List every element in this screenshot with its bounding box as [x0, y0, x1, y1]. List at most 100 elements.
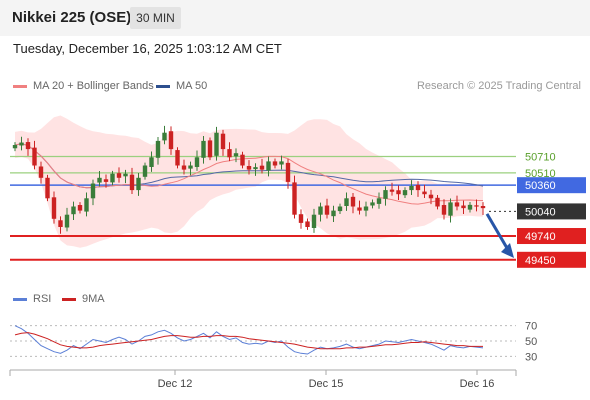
- pivot-tag: [517, 177, 586, 194]
- forecast-arrow: [485, 213, 509, 249]
- candles: [12, 125, 486, 234]
- candle-body: [84, 198, 89, 212]
- candle-body: [19, 142, 24, 146]
- candle-body: [350, 196, 356, 207]
- candle-body: [441, 205, 447, 215]
- candle-body: [227, 149, 232, 158]
- candle-body: [253, 167, 258, 170]
- candle-body: [337, 206, 343, 212]
- instrument-title: Nikkei 225 (OSE): [12, 9, 132, 26]
- candle-body: [25, 142, 31, 150]
- x-tick-label: Dec 15: [309, 378, 344, 390]
- candle-body: [383, 190, 388, 199]
- candle-body: [259, 165, 265, 170]
- candle-body: [155, 140, 161, 158]
- rsi-ma9-line: [14, 332, 483, 350]
- candle-body: [51, 197, 57, 219]
- candle-body: [389, 189, 395, 192]
- candle-body: [396, 190, 401, 195]
- candle-body: [214, 132, 219, 156]
- candle-body: [376, 198, 382, 204]
- support-tag: [517, 251, 586, 268]
- candle-body: [194, 157, 200, 167]
- candle-body: [64, 214, 70, 228]
- candle-body: [324, 205, 330, 215]
- candle-body: [363, 206, 369, 211]
- candle-body: [175, 150, 180, 166]
- rsi-tick-label: 70: [525, 321, 537, 333]
- candle-body: [103, 179, 109, 182]
- candle-body: [292, 182, 297, 215]
- candle-body: [474, 205, 479, 207]
- support-tag: [517, 228, 586, 245]
- candle-body: [331, 210, 336, 217]
- candle-body: [266, 161, 271, 171]
- candle-body: [97, 177, 102, 183]
- resistance-label: 50510: [525, 168, 556, 180]
- legend-ma50: MA 50: [156, 80, 207, 92]
- timeframe-button[interactable]: 30 MIN: [130, 7, 181, 29]
- legend-ma50-label: MA 50: [176, 80, 208, 92]
- bollinger-band: [15, 115, 483, 248]
- x-tick-label: Dec 12: [158, 378, 193, 390]
- candle-body: [454, 202, 460, 207]
- candle-body: [409, 186, 414, 191]
- candle-body: [402, 190, 408, 196]
- candle-body: [318, 206, 323, 215]
- legend-rsi-label: RSI: [33, 293, 52, 305]
- chart-header: Nikkei 225 (OSE) 30 MIN: [0, 0, 590, 36]
- x-tick-label: Dec 16: [460, 378, 495, 390]
- rsi-tick-label: 50: [525, 336, 537, 348]
- candle-body: [279, 161, 284, 165]
- candle-body: [298, 214, 304, 223]
- last-price-label: 50040: [525, 206, 556, 218]
- legend-9ma-label: 9MA: [82, 293, 105, 305]
- candle-body: [71, 206, 76, 215]
- candle-body: [240, 154, 245, 166]
- candle-body: [123, 173, 128, 177]
- legend-ma20-label: MA 20 + Bollinger Bands: [33, 80, 154, 92]
- candle-body: [357, 207, 362, 211]
- candle-body: [188, 165, 193, 169]
- candle-body: [285, 162, 291, 182]
- candle-body: [461, 205, 466, 209]
- candle-body: [311, 214, 317, 228]
- rsi-tick-label: 30: [525, 351, 537, 363]
- candle-body: [38, 166, 44, 178]
- candle-body: [116, 173, 122, 178]
- candle-body: [181, 165, 187, 170]
- resistance-label: 50710: [525, 151, 556, 163]
- candle-body: [207, 140, 213, 158]
- candle-body: [142, 165, 148, 177]
- candle-body: [428, 194, 434, 199]
- candle-body: [149, 157, 154, 167]
- legend-9ma: 9MA: [62, 293, 105, 305]
- candle-body: [370, 202, 375, 206]
- candle-body: [32, 147, 37, 166]
- candle-body: [272, 161, 278, 166]
- candle-body: [467, 204, 473, 210]
- candle-body: [233, 153, 239, 157]
- candle-body: [435, 197, 440, 207]
- ma9-swatch: [62, 297, 76, 301]
- rsi-line: [14, 325, 484, 355]
- pivot-label: 50360: [525, 180, 556, 192]
- candle-body: [58, 220, 63, 227]
- candle-body: [77, 205, 83, 211]
- candle-body: [220, 133, 226, 150]
- candle-body: [136, 177, 141, 191]
- candle-body: [12, 145, 18, 149]
- candle-body: [344, 198, 349, 207]
- candle-body: [201, 140, 206, 158]
- candle-body: [168, 131, 174, 150]
- forecast-arrow-head: [501, 243, 514, 259]
- candle-body: [129, 174, 135, 191]
- last-price-tag: [517, 203, 586, 220]
- legend-ma20: MA 20 + Bollinger Bands: [13, 80, 154, 92]
- support-label: 49450: [525, 255, 556, 267]
- candle-body: [110, 173, 115, 183]
- candle-body: [246, 165, 252, 170]
- candle-body: [45, 177, 50, 199]
- copyright-text: Research © 2025 Trading Central: [416, 80, 581, 92]
